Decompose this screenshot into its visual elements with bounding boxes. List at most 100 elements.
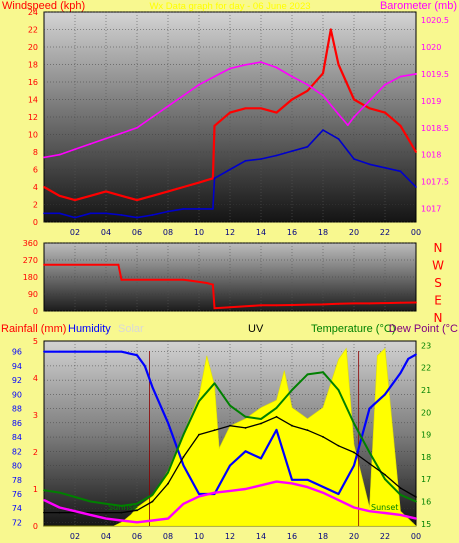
wind-tick-label: 2 [33,201,38,210]
series-point [205,282,208,284]
series-point [368,163,371,166]
series-point [74,350,76,353]
series-point [275,154,278,157]
series-point [322,72,324,75]
series-point [260,418,262,420]
series-point [58,491,61,494]
series-point [182,456,185,458]
series-point [291,98,293,101]
temperature-tick-label: 16 [421,497,431,506]
baro-axis-label: Barometer (mb) [380,0,457,12]
series-point [120,505,123,507]
rain-tick-label: 3 [33,411,38,420]
series-point [337,493,340,495]
x-tick-label: 12 [225,228,235,237]
series-point [89,194,92,197]
wind-tick-label: 20 [28,43,38,52]
series-point [198,83,200,86]
series-point [353,422,355,425]
series-point [151,500,154,503]
series-point [136,521,138,524]
series-point [182,278,185,281]
x-tick-label: 20 [349,228,359,237]
series-point [182,94,185,97]
rain-tick-label: 2 [33,448,38,457]
x-tick-label: 22 [380,228,390,237]
series-point [260,422,262,425]
series-point [337,137,340,140]
x-tick-label: 16 [287,228,297,237]
sunrise-annotation: Sunrise [108,503,138,512]
series-point [384,473,386,476]
series-point [105,212,107,215]
series-line [43,61,417,159]
wind-tick-label: 22 [28,26,38,35]
x-tick-label: 00 [411,532,421,541]
series-point [190,279,193,282]
series-point [306,373,309,376]
wind-axis-label: Windspeed (kph) [2,0,85,12]
chart-title: Wx Data graph for day - 06 June 2023 [149,1,310,12]
humidity-tick-label: 80 [12,462,22,471]
series-point [151,116,154,118]
series-point [260,158,262,160]
series-point [198,207,200,210]
wind-tick-label: 24 [28,8,38,17]
series-point [322,94,324,97]
wind-tick-label: 14 [28,96,38,105]
wind-tick-label: 8 [33,148,38,157]
series-point [384,166,386,169]
x-tick-label: 10 [194,228,204,237]
baro-tick-label: 1019 [421,97,441,106]
series-point [43,511,45,514]
series-point [368,99,371,102]
humidity-label: Humidity [68,323,111,335]
series-point [105,137,107,140]
series-point [275,406,278,409]
rain-tick-label: 4 [33,374,38,383]
humidity-tick-label: 90 [12,390,22,399]
series-point [384,512,386,514]
series-point [291,150,293,153]
series-point [105,511,107,514]
x-tick-label: 04 [101,532,111,541]
wind-tick-label: 0 [33,218,38,227]
series-point [353,302,355,305]
series-point [399,372,402,374]
series-point [244,427,247,429]
x-tick-label: 14 [256,228,266,237]
sunset-annotation: Sunset [371,503,398,512]
series-point [89,143,92,145]
series-point [89,514,92,516]
series-point [415,496,417,498]
tick-labels: 02468101214161820222410171017.510181018.… [12,8,449,541]
series-point [306,145,309,148]
x-tick-label: 10 [194,532,204,541]
solar-label: Solar [118,323,144,335]
humidity-tick-label: 96 [12,348,22,357]
compass-label: S [434,276,442,290]
temperature-tick-label: 19 [421,431,431,440]
series-point [43,489,45,492]
series-point [212,177,214,180]
series-point [260,484,262,487]
series-point [353,451,355,454]
series-point [244,450,247,453]
series-point [353,506,355,509]
temperature-tick-label: 23 [421,341,431,350]
series-point [212,283,214,286]
wind-tick-label: 4 [33,183,38,192]
series-point [136,199,138,202]
series-point [415,301,417,304]
series-point [136,354,138,357]
series-point [167,190,169,193]
series-point [198,493,200,495]
series-point [244,305,247,308]
series-point [415,353,417,356]
humidity-tick-label: 74 [12,504,22,513]
series-point [384,302,386,304]
series-marks [43,28,417,527]
series-point [260,304,262,307]
x-tick-label: 16 [287,532,297,541]
compass-label: N [434,311,443,325]
